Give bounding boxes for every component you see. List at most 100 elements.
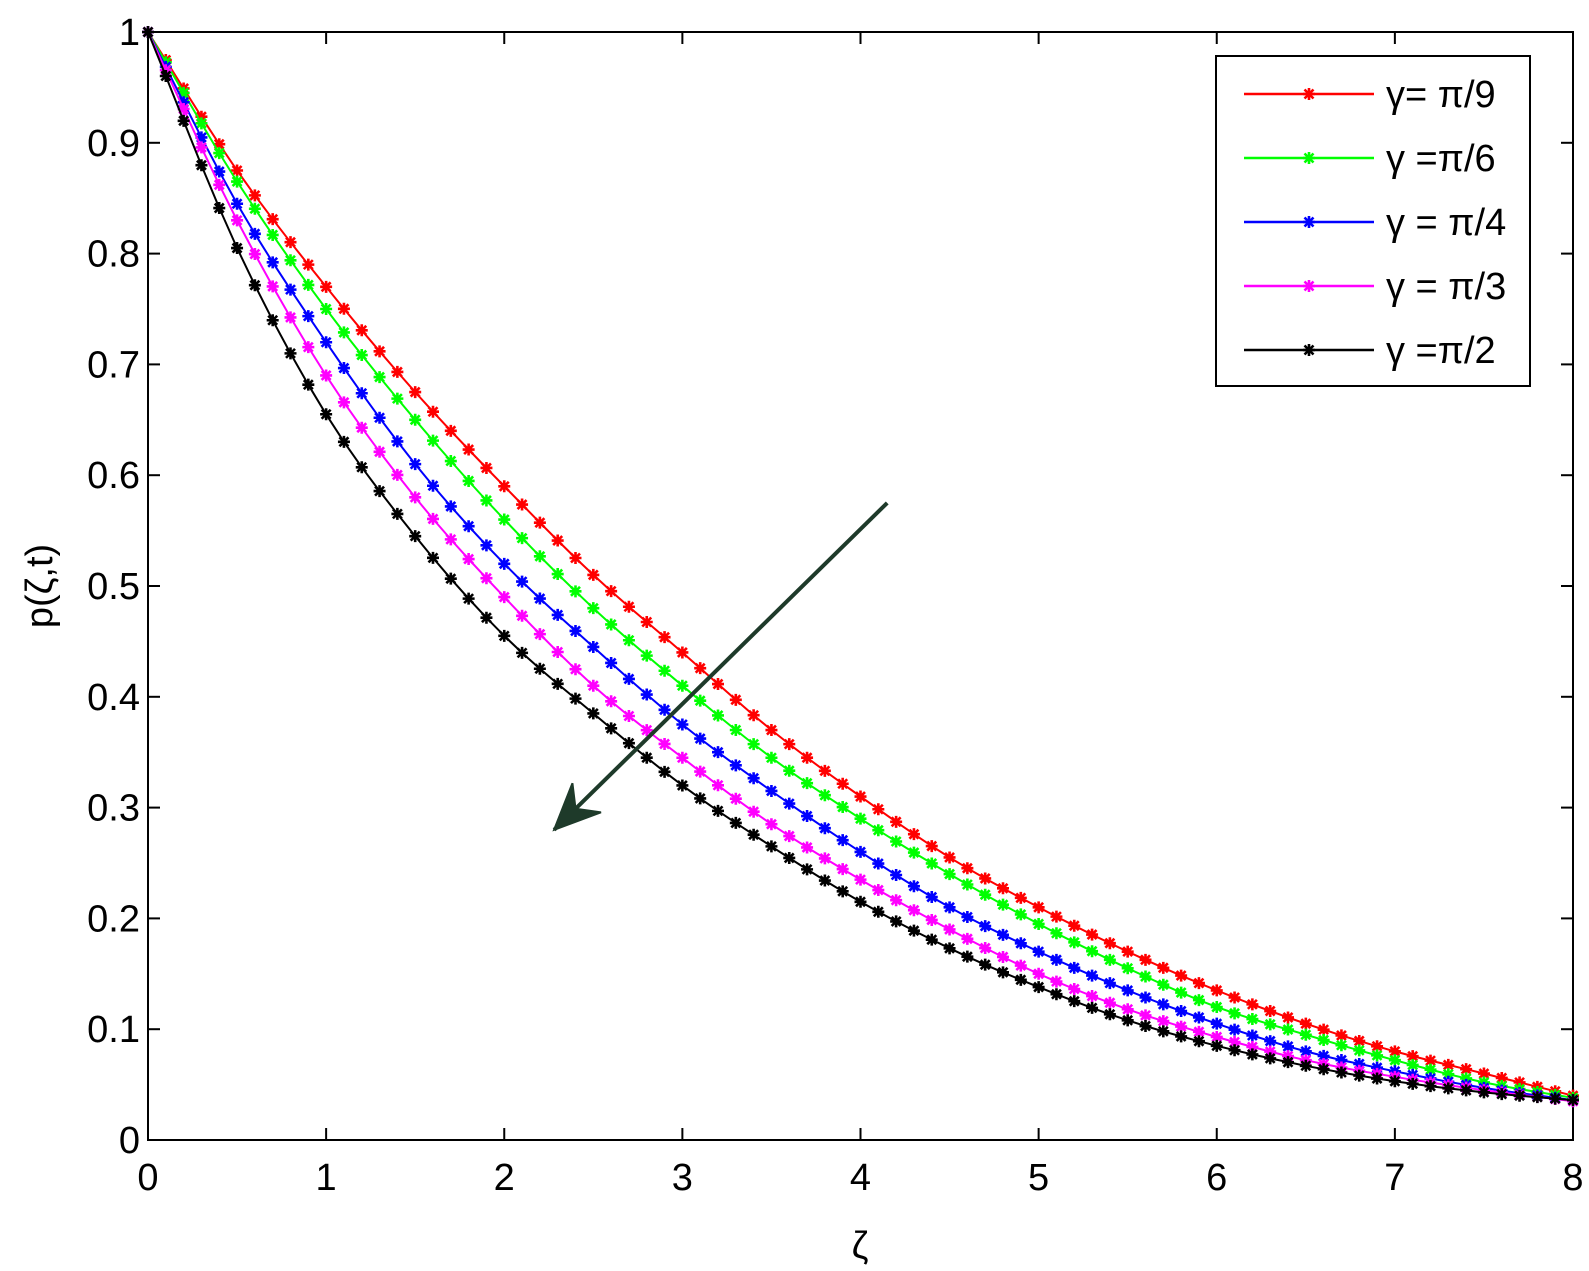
series-point [391, 393, 403, 405]
y-axis-label: p(ζ,t) [19, 544, 61, 628]
series-point [783, 830, 795, 842]
series-point [979, 959, 991, 971]
y-tick-label: 0.3 [87, 788, 140, 830]
series-point [409, 386, 421, 398]
series-point [409, 458, 421, 470]
legend-marker [1303, 88, 1315, 100]
series-point [445, 533, 457, 545]
series-point [480, 462, 492, 474]
series-point [1246, 1013, 1258, 1025]
series-point [908, 925, 920, 937]
series-point [516, 647, 528, 659]
x-tick-label: 7 [1384, 1157, 1405, 1199]
series-point [1175, 987, 1187, 999]
series-point [570, 625, 582, 637]
legend-label: γ= π/9 [1386, 74, 1496, 116]
series-point [1175, 1030, 1187, 1042]
series-point [1122, 946, 1134, 958]
series-point [997, 951, 1009, 963]
series-point [409, 414, 421, 426]
series-point [908, 904, 920, 916]
series-point [908, 880, 920, 892]
series-point [409, 530, 421, 542]
series-point [783, 852, 795, 864]
series-point [659, 766, 671, 778]
series-point [783, 765, 795, 777]
series-point [302, 259, 314, 271]
series-point [1086, 1002, 1098, 1014]
series-point [1140, 1020, 1152, 1032]
series-point [249, 248, 261, 260]
series-point [676, 680, 688, 692]
series-point [285, 347, 297, 359]
series-point [712, 678, 724, 690]
series-point [1033, 968, 1045, 980]
y-tick-label: 0 [119, 1120, 140, 1162]
series-point [997, 929, 1009, 941]
series-point [1531, 1091, 1543, 1103]
series-point [142, 26, 154, 38]
series-point [694, 662, 706, 674]
y-tick-label: 0.9 [87, 123, 140, 165]
series-point [1211, 1001, 1223, 1013]
series-point [890, 836, 902, 848]
series-point [178, 115, 190, 127]
series-point [837, 885, 849, 897]
series-point [641, 616, 653, 628]
legend-marker [1303, 152, 1315, 164]
x-tick-label: 3 [672, 1157, 693, 1199]
series-point [320, 369, 332, 381]
series-point [605, 695, 617, 707]
series-point [1318, 1024, 1330, 1036]
series-point [1033, 918, 1045, 930]
series-point [944, 942, 956, 954]
series-point [837, 801, 849, 813]
series-point [872, 906, 884, 918]
series-point [926, 934, 938, 946]
series-point [1300, 1018, 1312, 1030]
series-point [837, 863, 849, 875]
series-point [1086, 970, 1098, 982]
series-point [534, 663, 546, 675]
x-tick-label: 1 [316, 1157, 337, 1199]
series-point [391, 508, 403, 520]
series-point [712, 746, 724, 758]
series-point [285, 284, 297, 296]
series-point [1442, 1082, 1454, 1094]
series-point [338, 362, 350, 374]
x-tick-label: 5 [1028, 1157, 1049, 1199]
series-point [659, 631, 671, 643]
series-point [908, 847, 920, 859]
series-point [979, 942, 991, 954]
series-point [1068, 962, 1080, 974]
series-point [1104, 954, 1116, 966]
series-point [961, 911, 973, 923]
series-point [445, 455, 457, 467]
series-point [1068, 936, 1080, 948]
series-point [1086, 990, 1098, 1002]
series-point [552, 568, 564, 580]
series-point [463, 553, 475, 565]
series-point [1549, 1093, 1561, 1105]
series-point [498, 591, 510, 603]
series-point [213, 202, 225, 214]
series-point [1122, 1003, 1134, 1015]
series-point [961, 951, 973, 963]
series-point [1050, 911, 1062, 923]
x-tick-label: 0 [137, 1157, 158, 1199]
series-point [944, 851, 956, 863]
series-point [195, 159, 207, 171]
series-point [1335, 1067, 1347, 1079]
series-point [231, 214, 243, 226]
series-point [534, 550, 546, 562]
series-point [855, 896, 867, 908]
series-point [783, 738, 795, 750]
series-point [338, 303, 350, 315]
series-point [480, 494, 492, 506]
x-tick-label: 4 [850, 1157, 871, 1199]
series-point [463, 593, 475, 605]
series-point [570, 663, 582, 675]
series-point [1282, 1011, 1294, 1023]
series-point [1246, 998, 1258, 1010]
series-point [1015, 960, 1027, 972]
